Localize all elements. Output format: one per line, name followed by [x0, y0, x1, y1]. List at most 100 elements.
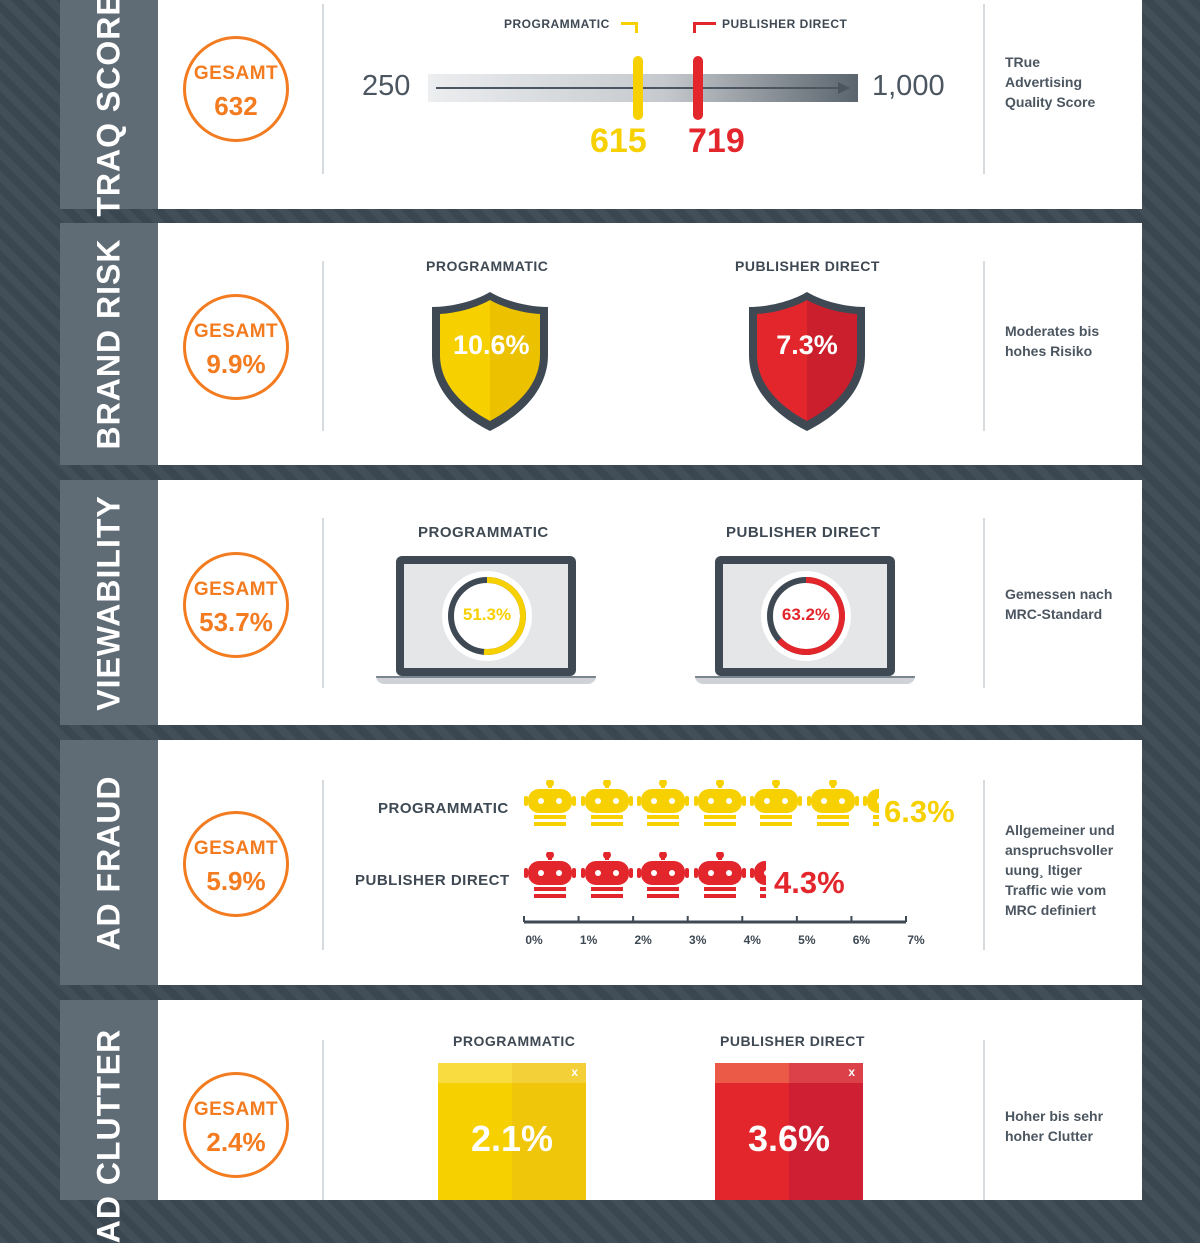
brand-programmatic-label: PROGRAMMATIC	[426, 258, 549, 274]
viewability-title: VIEWABILITY	[90, 494, 127, 711]
clutter-publisher-ad-window: x	[715, 1063, 863, 1200]
fraud-publisher-label: PUBLISHER DIRECT	[355, 872, 510, 889]
view-programmatic-value: 51.3%	[462, 605, 512, 624]
divider-left	[322, 261, 324, 431]
traq-scale-arrow-icon	[436, 82, 850, 94]
fraud-publisher-robot-icon	[637, 852, 689, 902]
view-total-badge: GESAMT 53.7%	[183, 552, 289, 658]
fraud-axis: 0% 1% 2% 3% 4% 5% 6% 7%	[523, 916, 925, 947]
brand-total-label: GESAMT	[193, 321, 279, 342]
viewability-tab: VIEWABILITY	[60, 480, 158, 725]
clutter-programmatic-label: PROGRAMMATIC	[453, 1033, 576, 1049]
traq-score-title: TRAQ SCORE	[90, 0, 127, 217]
traq-programmatic-value: 615	[590, 122, 647, 160]
brand-total-badge: GESAMT 9.9%	[183, 294, 289, 400]
brand-publisher-shield-icon	[749, 292, 865, 431]
fraud-axis-tick-label: 2%	[634, 933, 652, 947]
clutter-programmatic-close-icon[interactable]: x	[571, 1065, 578, 1079]
fraud-programmatic-robot-icon	[750, 780, 802, 830]
clutter-total-value: 2.4%	[206, 1127, 266, 1157]
fraud-publisher-value: 4.3%	[774, 865, 845, 900]
fraud-axis-tick-label: 7%	[907, 933, 925, 947]
brand-programmatic-value: 10.6%	[453, 330, 530, 360]
fraud-description: Allgemeiner und anspruchsvoller uung¸ lt…	[1005, 822, 1115, 918]
traq-total-label: GESAMT	[193, 63, 279, 84]
traq-publisher-value: 719	[688, 122, 745, 160]
clutter-programmatic-value: 2.1%	[470, 1118, 554, 1159]
fraud-programmatic-robot-icon	[693, 780, 746, 830]
divider-right	[983, 261, 985, 431]
fraud-programmatic-robots	[524, 780, 914, 830]
divider-left	[322, 518, 324, 688]
traq-publisher-leader	[693, 22, 716, 33]
ad-fraud-title: AD FRAUD	[90, 774, 127, 951]
fraud-total-value: 5.9%	[206, 866, 266, 896]
fraud-publisher-robot-icon	[580, 852, 633, 902]
view-programmatic-laptop-base	[376, 676, 596, 684]
brand-risk-panel: BRAND RISK GESAMT 9.9% PROGRAMMATIC 10.6…	[60, 223, 1142, 465]
fraud-programmatic-label: PROGRAMMATIC	[378, 800, 509, 817]
divider-right	[983, 4, 985, 174]
traq-total-badge: GESAMT 632	[183, 36, 289, 142]
fraud-programmatic-value: 6.3%	[884, 794, 955, 829]
view-description: Gemessen nach MRC-Standard	[1005, 586, 1113, 622]
fraud-axis-tick-label: 6%	[853, 933, 871, 947]
divider-left	[322, 1040, 324, 1200]
view-total-value: 53.7%	[199, 607, 273, 637]
traq-publisher-marker	[692, 56, 703, 120]
view-total-label: GESAMT	[193, 579, 279, 600]
fraud-programmatic-robot-icon	[863, 780, 879, 830]
traq-description: TRue Advertising Quality Score	[1005, 54, 1096, 110]
traq-scale-min: 250	[362, 70, 411, 102]
clutter-programmatic-ad-window: x	[438, 1063, 586, 1200]
divider-right	[983, 1040, 985, 1200]
ad-clutter-tab: AD CLUTTER	[60, 1000, 158, 1243]
traq-scale-max: 1,000	[872, 70, 945, 102]
traq-score-tab: TRAQ SCORE	[60, 0, 158, 216]
clutter-publisher-close-icon[interactable]: x	[848, 1065, 855, 1079]
brand-risk-title: BRAND RISK	[90, 238, 127, 450]
traq-total-value: 632	[214, 91, 258, 121]
fraud-axis-tick-label: 1%	[580, 933, 598, 947]
fraud-total-label: GESAMT	[193, 838, 279, 859]
brand-description: Moderates bis hohes Risiko	[1005, 323, 1100, 359]
brand-publisher-label: PUBLISHER DIRECT	[735, 258, 880, 274]
divider-left	[322, 780, 324, 950]
traq-programmatic-leader	[621, 22, 638, 33]
fraud-programmatic-robot-icon	[524, 780, 576, 830]
divider-right	[983, 780, 985, 950]
view-publisher-laptop-base	[695, 676, 915, 684]
traq-publisher-label: PUBLISHER DIRECT	[722, 17, 848, 31]
fraud-axis-tick-label: 3%	[689, 933, 707, 947]
fraud-programmatic-robot-icon	[580, 780, 633, 830]
clutter-publisher-label: PUBLISHER DIRECT	[720, 1033, 865, 1049]
fraud-publisher-robots	[524, 852, 914, 902]
view-publisher-donut	[761, 571, 851, 661]
ad-clutter-panel: AD CLUTTER GESAMT 2.4% PROGRAMMATIC x 2.…	[60, 1000, 1142, 1243]
fraud-axis-tick-label: 5%	[798, 933, 816, 947]
traq-score-panel: TRAQ SCORE GESAMT 632 250 1,000 PROGRAMM…	[60, 0, 1142, 216]
divider-left	[322, 4, 324, 174]
divider-right	[983, 518, 985, 688]
view-publisher-label: PUBLISHER DIRECT	[726, 524, 881, 541]
fraud-publisher-robot-icon	[693, 852, 746, 902]
brand-total-value: 9.9%	[206, 349, 266, 379]
traq-programmatic-label: PROGRAMMATIC	[504, 17, 610, 31]
fraud-publisher-robot-icon	[750, 852, 766, 902]
brand-programmatic-shield-icon	[432, 292, 548, 431]
clutter-total-label: GESAMT	[193, 1099, 279, 1120]
ad-fraud-tab: AD FRAUD	[60, 740, 158, 985]
ad-clutter-title: AD CLUTTER	[90, 1028, 127, 1243]
ad-fraud-panel: AD FRAUD GESAMT 5.9% PROGRAMMATIC 6.3% P…	[60, 740, 1142, 985]
brand-publisher-value: 7.3%	[776, 330, 838, 360]
view-programmatic-donut	[442, 571, 532, 661]
fraud-publisher-robot-icon	[524, 852, 576, 902]
fraud-axis-tick-label: 4%	[744, 933, 762, 947]
clutter-publisher-value: 3.6%	[747, 1118, 831, 1159]
view-publisher-value: 63.2%	[781, 605, 831, 624]
view-programmatic-label: PROGRAMMATIC	[418, 524, 549, 541]
brand-risk-tab: BRAND RISK	[60, 223, 158, 465]
fraud-programmatic-robot-icon	[806, 780, 859, 830]
clutter-description: Hoher bis sehr hoher Clutter	[1005, 1108, 1104, 1144]
fraud-total-badge: GESAMT 5.9%	[183, 811, 289, 917]
